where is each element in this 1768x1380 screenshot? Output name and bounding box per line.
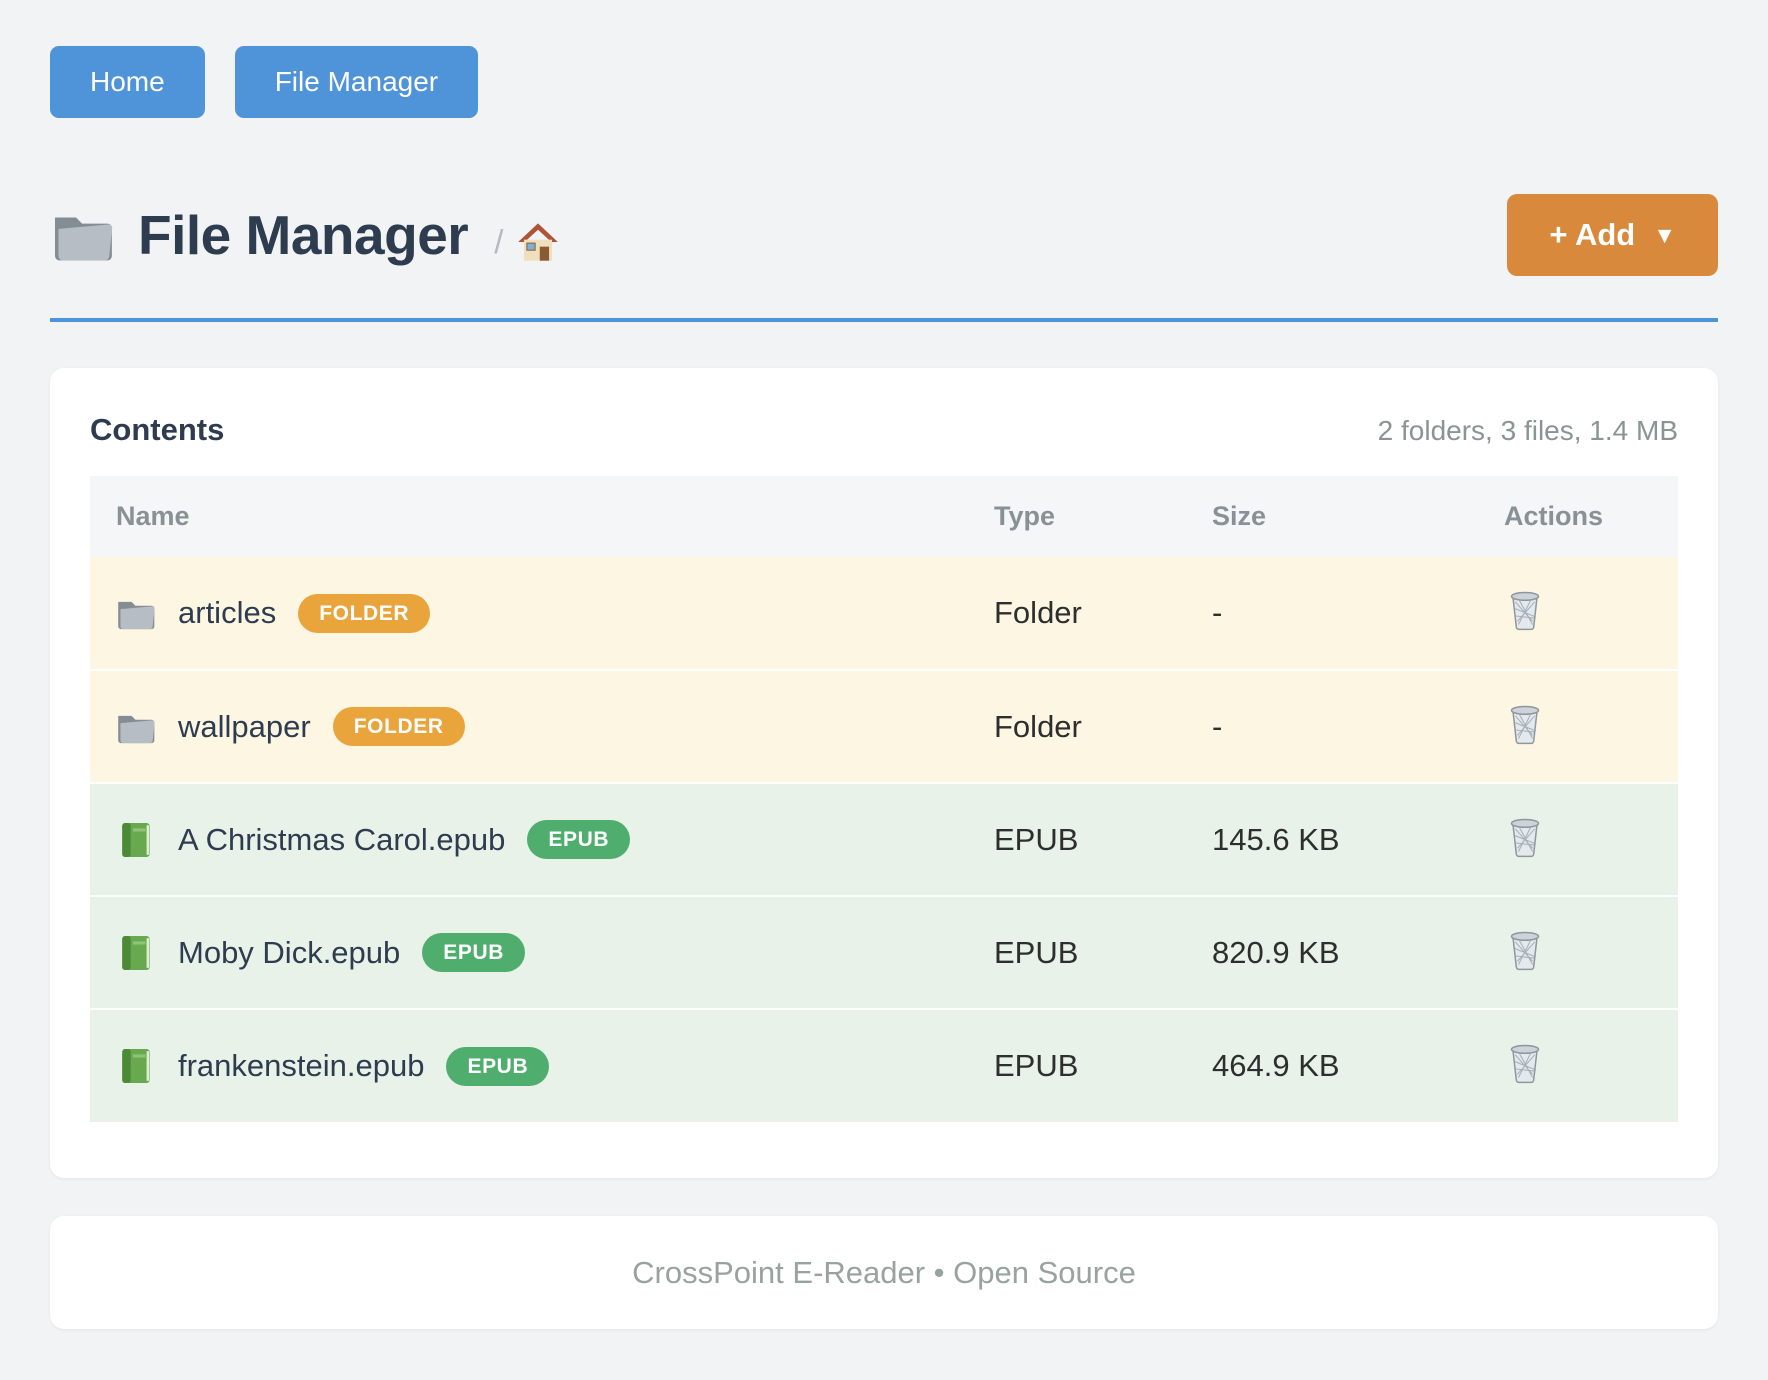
epub-badge: EPUB [527,820,630,859]
epub-badge: EPUB [422,933,525,972]
trash-icon [1508,818,1542,858]
type-cell: Folder [968,670,1186,783]
delete-button[interactable] [1504,1040,1546,1088]
page: Home File Manager File Manager / + Add ▼… [0,0,1768,1329]
book-icon [116,935,156,971]
trash-icon [1508,705,1542,745]
footer-card: CrossPoint E-Reader • Open Source [50,1216,1718,1329]
item-name-link[interactable]: Moby Dick.epub [178,935,400,971]
contents-title: Contents [90,412,224,448]
contents-summary: 2 folders, 3 files, 1.4 MB [1378,415,1678,447]
caret-down-icon: ▼ [1653,224,1676,247]
add-button[interactable]: + Add ▼ [1507,194,1718,276]
epub-badge: EPUB [446,1047,549,1086]
table-row: A Christmas Carol.epub EPUB EPUB 145.6 K… [90,783,1678,896]
contents-card: Contents 2 folders, 3 files, 1.4 MB Name… [50,368,1718,1178]
trash-icon [1508,931,1542,971]
breadcrumb-home-link[interactable] [517,222,559,262]
item-name-link[interactable]: A Christmas Carol.epub [178,822,505,858]
files-table: Name Type Size Actions articles FOLDER [90,476,1678,1122]
name-cell: A Christmas Carol.epub EPUB [90,783,968,896]
type-cell: EPUB [968,783,1186,896]
actions-cell [1478,1009,1678,1122]
table-header-row: Name Type Size Actions [90,476,1678,557]
page-header: File Manager / + Add ▼ [50,194,1718,276]
type-cell: EPUB [968,1009,1186,1122]
column-header-name: Name [90,476,968,557]
book-icon [116,1048,156,1084]
name-cell: articles FOLDER [90,557,968,670]
name-cell: Moby Dick.epub EPUB [90,896,968,1009]
table-row: articles FOLDER Folder - [90,557,1678,670]
nav-file-manager-button[interactable]: File Manager [235,46,478,118]
contents-card-header: Contents 2 folders, 3 files, 1.4 MB [90,412,1678,448]
trash-icon [1508,1044,1542,1084]
table-row: Moby Dick.epub EPUB EPUB 820.9 KB [90,896,1678,1009]
folder-icon [116,709,156,745]
item-name-link[interactable]: articles [178,595,276,631]
header-divider [50,318,1718,322]
folder-badge: FOLDER [333,707,465,746]
house-icon [517,222,559,262]
column-header-type: Type [968,476,1186,557]
item-name-link[interactable]: wallpaper [178,709,311,745]
nav-home-button[interactable]: Home [50,46,205,118]
column-header-size: Size [1186,476,1478,557]
name-cell: wallpaper FOLDER [90,670,968,783]
delete-button[interactable] [1504,587,1546,635]
breadcrumb-separator: / [494,223,503,261]
delete-button[interactable] [1504,701,1546,749]
actions-cell [1478,896,1678,1009]
folder-badge: FOLDER [298,594,430,633]
delete-button[interactable] [1504,927,1546,975]
item-name-link[interactable]: frankenstein.epub [178,1048,424,1084]
actions-cell [1478,783,1678,896]
folder-icon [116,595,156,631]
type-cell: Folder [968,557,1186,670]
page-title-group: File Manager / [50,203,559,267]
size-cell: 820.9 KB [1186,896,1478,1009]
column-header-actions: Actions [1478,476,1678,557]
footer-text: CrossPoint E-Reader • Open Source [632,1255,1136,1291]
page-title: File Manager [138,203,468,267]
table-row: frankenstein.epub EPUB EPUB 464.9 KB [90,1009,1678,1122]
actions-cell [1478,670,1678,783]
book-icon [116,822,156,858]
size-cell: - [1186,557,1478,670]
top-nav: Home File Manager [50,46,1718,118]
size-cell: 464.9 KB [1186,1009,1478,1122]
size-cell: 145.6 KB [1186,783,1478,896]
name-cell: frankenstein.epub EPUB [90,1009,968,1122]
add-button-label: + Add [1549,217,1635,253]
trash-icon [1508,591,1542,631]
type-cell: EPUB [968,896,1186,1009]
actions-cell [1478,557,1678,670]
folder-icon [50,207,116,263]
size-cell: - [1186,670,1478,783]
delete-button[interactable] [1504,814,1546,862]
breadcrumb: / [494,222,559,262]
table-row: wallpaper FOLDER Folder - [90,670,1678,783]
